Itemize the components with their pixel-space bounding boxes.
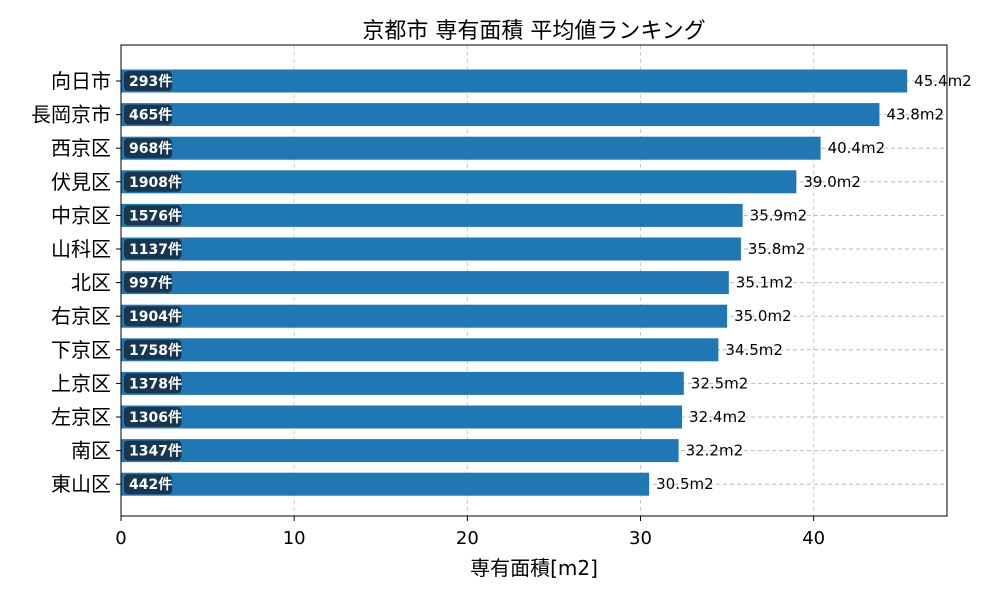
bar-value-label: 43.8m2 [886,106,944,124]
category-label: 右京区 [51,304,111,328]
count-badge [124,272,172,293]
bar-value-label: 35.9m2 [750,206,808,224]
bar-value-label: 35.1m2 [736,274,794,292]
bar-value-label: 35.8m2 [748,240,806,258]
bar-value-label: 34.5m2 [725,341,783,359]
bar [121,304,728,328]
bar-value-label: 45.4m2 [914,72,972,90]
bar [121,405,683,429]
bar [121,136,821,160]
count-label: 1137件 [129,241,182,258]
x-tick-label: 0 [115,528,126,549]
bar [121,472,650,496]
count-badge [124,205,182,226]
bar [121,338,719,362]
bar-value-label: 32.5m2 [691,374,749,392]
category-label: 東山区 [51,472,111,496]
category-label: 南区 [71,439,111,463]
count-badge [124,339,182,360]
chart-title: 京都市 専有面積 平均値ランキング [362,19,705,44]
count-label: 1347件 [129,443,182,460]
bar [121,69,908,93]
bar [121,237,741,261]
category-label: 西京区 [51,136,111,160]
category-label: 伏見区 [51,170,111,194]
count-label: 1306件 [129,409,182,426]
bar [121,103,880,127]
bar [121,203,743,227]
x-tick-label: 40 [802,528,825,549]
category-label: 長岡京市 [31,103,111,127]
count-label: 1378件 [129,375,182,392]
count-label: 1908件 [129,174,182,191]
count-badge [124,138,172,159]
category-label: 北区 [71,271,111,295]
category-label: 左京区 [51,405,111,429]
category-label: 山科区 [51,237,111,261]
x-axis-ticks: 0 10 20 30 40 [115,516,825,549]
count-badge [124,239,182,259]
count-label: 968件 [129,140,172,157]
bar [121,170,797,194]
x-tick-label: 30 [629,528,652,549]
bar-value-label: 32.4m2 [689,408,747,426]
bar-value-label: 32.2m2 [686,442,744,460]
bar-value-label: 40.4m2 [828,139,886,157]
bar-value-label: 39.0m2 [803,173,861,191]
bar [121,439,679,463]
x-tick-label: 20 [456,528,479,549]
count-label: 997件 [129,275,172,292]
x-tick-label: 10 [283,528,306,549]
count-label: 1576件 [129,207,182,224]
bars: 45.4m2 293件 43.8m2 465件 40.4m2 968件 39.0m2 1908… [121,69,972,496]
count-badge [124,104,172,125]
count-label: 293件 [129,73,172,90]
count-label: 442件 [129,476,172,493]
bar-value-label: 35.0m2 [734,307,792,325]
bar [121,271,729,295]
count-badge [124,373,182,394]
count-badge [124,440,182,461]
count-badge [124,407,182,427]
plot-frame [120,44,948,517]
count-badge [124,171,182,192]
count-label: 465件 [129,107,172,124]
x-axis-label: 専有面積[m2] [470,556,598,580]
category-label: 向日市 [51,69,111,93]
count-label: 1904件 [129,308,182,325]
bar [121,371,684,395]
bar-value-label: 30.5m2 [656,475,714,493]
category-label: 下京区 [51,338,111,362]
category-label: 中京区 [51,203,111,227]
count-badge [124,474,172,495]
count-badge [124,71,172,91]
count-label: 1758件 [129,342,182,359]
count-badge [124,306,182,327]
category-label: 上京区 [51,371,111,395]
